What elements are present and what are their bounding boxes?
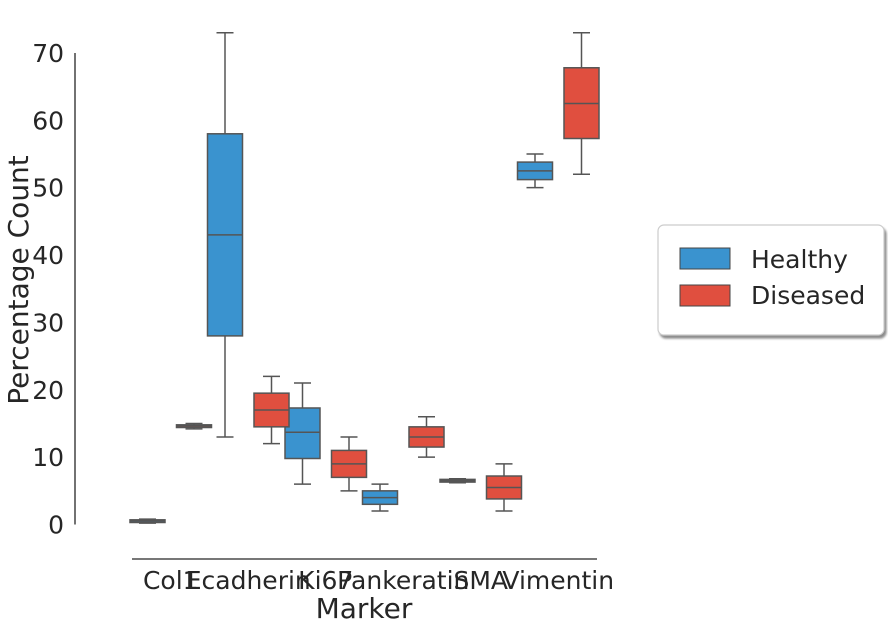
box-diseased-pankeratin bbox=[408, 415, 445, 458]
y-axis: 0 10 20 30 40 50 60 70 bbox=[32, 39, 76, 540]
x-tick-label: Pankeratin bbox=[337, 566, 469, 595]
box-diseased-sma bbox=[485, 463, 523, 512]
y-tick-label: 70 bbox=[32, 39, 64, 68]
y-tick-label: 10 bbox=[32, 443, 64, 472]
legend-label-diseased: Diseased bbox=[751, 281, 865, 310]
legend-swatch-healthy bbox=[679, 247, 731, 270]
box-diseased-ki67 bbox=[330, 436, 368, 492]
x-tick-label: SMA bbox=[453, 566, 508, 595]
box-healthy-pankeratin bbox=[361, 483, 399, 512]
box-iqr bbox=[284, 407, 321, 460]
y-tick-label: 60 bbox=[32, 106, 64, 135]
box-healthy-sma bbox=[439, 477, 476, 484]
legend: Healthy Diseased bbox=[657, 224, 885, 336]
box-healthy-ecadherin bbox=[206, 31, 244, 438]
box-series-group bbox=[129, 31, 600, 524]
box-diseased-col1 bbox=[175, 422, 213, 430]
x-tick-label: Vimentin bbox=[502, 566, 614, 595]
box-diseased-ecadherin bbox=[253, 375, 290, 445]
x-tick-label: Ecadherin bbox=[186, 566, 311, 595]
legend-frame bbox=[657, 224, 885, 336]
x-axis-title: Marker bbox=[316, 592, 413, 625]
y-tick-label: 30 bbox=[32, 308, 64, 337]
y-tick-label: 0 bbox=[48, 511, 64, 540]
y-tick-label: 20 bbox=[32, 376, 64, 405]
y-tick-label: 40 bbox=[32, 241, 64, 270]
box-healthy-ki67 bbox=[284, 382, 321, 485]
legend-swatch-diseased bbox=[679, 284, 731, 307]
box-healthy-col1 bbox=[129, 518, 166, 524]
x-tick-label: Ki67 bbox=[298, 566, 353, 595]
box-healthy-vimentin bbox=[516, 153, 554, 189]
y-tick-label: 50 bbox=[32, 174, 64, 203]
box-diseased-vimentin bbox=[563, 31, 600, 175]
x-tick-label: Col1 bbox=[143, 566, 199, 595]
legend-label-healthy: Healthy bbox=[751, 245, 848, 274]
y-axis-title: Percentage Count bbox=[2, 155, 35, 405]
